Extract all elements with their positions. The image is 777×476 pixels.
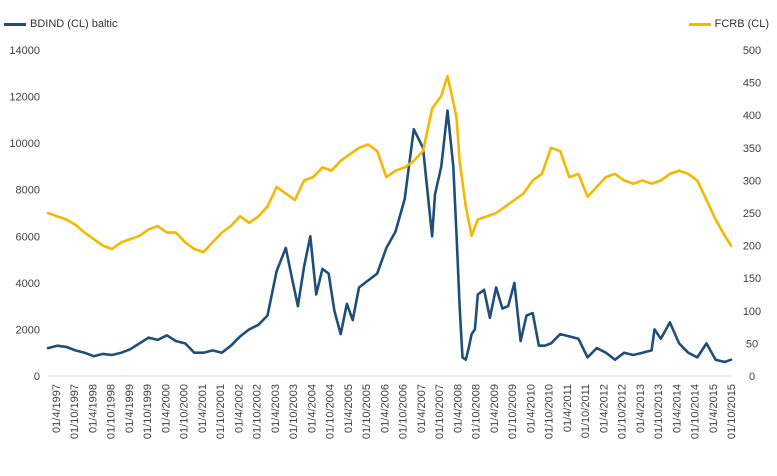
x-tick-label: 01/10/2000 xyxy=(179,384,191,439)
series-line-bdind xyxy=(46,109,733,364)
left-tick-label: 0 xyxy=(34,371,40,383)
x-tick-label: 01/10/2003 xyxy=(288,384,300,439)
x-tick-label: 01/4/1997 xyxy=(51,384,63,433)
x-tick-label: 01/4/2005 xyxy=(343,384,355,433)
x-tick-label: 01/4/2015 xyxy=(708,384,720,433)
left-tick-label: 6000 xyxy=(16,231,40,243)
series-line-fcrb xyxy=(46,74,733,254)
right-tick-label: 400 xyxy=(743,110,761,122)
left-tick-label: 12000 xyxy=(9,92,40,104)
right-tick-label: 0 xyxy=(749,371,755,383)
x-tick-label: 01/10/2002 xyxy=(252,384,264,439)
left-tick-label: 14000 xyxy=(9,45,40,57)
legend-bdind-swatch xyxy=(4,22,26,26)
x-tick-label: 01/4/2008 xyxy=(452,384,464,433)
left-tick-label: 10000 xyxy=(9,138,40,150)
left-tick-label: 4000 xyxy=(16,278,40,290)
x-tick-label: 01/10/2010 xyxy=(544,384,556,439)
right-tick-label: 250 xyxy=(743,208,761,220)
x-tick-label: 01/10/2013 xyxy=(653,384,665,439)
left-tick-label: 8000 xyxy=(16,185,40,197)
x-tick-label: 01/10/2009 xyxy=(507,384,519,439)
x-tick-label: 01/4/2003 xyxy=(270,384,282,433)
x-tick-label: 01/10/2014 xyxy=(690,384,702,439)
x-tick-label: 01/10/2006 xyxy=(398,384,410,439)
x-tick-label: 01/10/2004 xyxy=(325,384,337,439)
x-tick-label: 01/4/2000 xyxy=(160,384,172,433)
x-tick-label: 01/4/2006 xyxy=(379,384,391,433)
legend-bdind-label: BDIND (CL) baltic xyxy=(30,18,118,30)
x-tick-label: 01/4/2009 xyxy=(489,384,501,433)
x-tick-label: 01/4/2011 xyxy=(562,384,574,432)
right-tick-label: 350 xyxy=(743,143,761,155)
x-tick-label: 01/4/2010 xyxy=(525,384,537,433)
left-tick-label: 2000 xyxy=(16,324,40,336)
legend-fcrb: FCRB (CL) xyxy=(688,18,769,30)
x-tick-label: 01/4/2002 xyxy=(233,384,245,433)
x-tick-label: 01/4/2012 xyxy=(598,384,610,433)
right-tick-label: 100 xyxy=(743,306,761,318)
right-tick-label: 500 xyxy=(743,45,761,57)
legend-fcrb-label: FCRB (CL) xyxy=(714,18,769,30)
right-tick-label: 200 xyxy=(743,241,761,253)
x-tick-label: 01/10/1999 xyxy=(142,384,154,439)
x-tick-label: 01/4/2004 xyxy=(306,384,318,433)
x-tick-label: 01/10/1998 xyxy=(106,384,118,439)
x-tick-label: 01/4/1998 xyxy=(87,384,99,433)
x-tick-label: 01/4/2007 xyxy=(416,384,428,433)
x-tick-label: 01/10/2008 xyxy=(471,384,483,439)
x-tick-label: 01/4/1999 xyxy=(124,384,136,433)
x-tick-label: 01/10/2015 xyxy=(726,384,738,439)
x-tick-label: 01/10/1997 xyxy=(69,384,81,439)
legend-fcrb-swatch xyxy=(688,22,711,26)
right-tick-label: 50 xyxy=(746,338,758,350)
x-tick-label: 01/10/2012 xyxy=(617,384,629,439)
right-tick-label: 450 xyxy=(743,78,761,90)
x-tick-label: 01/4/2014 xyxy=(671,384,683,433)
x-tick-label: 01/4/2001 xyxy=(197,384,209,433)
x-tick-label: 01/10/2007 xyxy=(434,384,446,439)
x-tick-label: 01/10/2011 xyxy=(580,384,592,438)
x-tick-label: 01/10/2001 xyxy=(215,384,227,439)
legend-bdind: BDIND (CL) baltic xyxy=(4,18,117,30)
right-tick-label: 150 xyxy=(743,273,761,285)
x-tick-label: 01/10/2005 xyxy=(361,384,373,439)
right-tick-label: 300 xyxy=(743,175,761,187)
x-tick-label: 01/4/2013 xyxy=(635,384,647,433)
